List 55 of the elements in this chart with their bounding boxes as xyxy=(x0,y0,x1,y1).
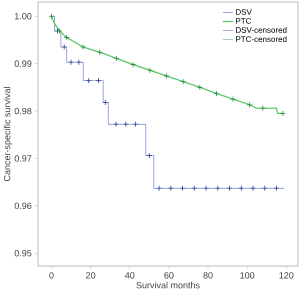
point xyxy=(214,185,221,192)
point xyxy=(168,185,174,192)
point xyxy=(164,73,170,79)
x-tick-label: 100 xyxy=(240,272,254,279)
point xyxy=(68,59,74,66)
point xyxy=(96,49,103,56)
point xyxy=(238,185,244,192)
y-tick-label: 0.95 xyxy=(14,250,32,256)
y-tick-label: 0.98 xyxy=(14,108,32,114)
x-tick-label: 80 xyxy=(203,272,213,279)
y-axis-title: Cancer-specific survival xyxy=(4,87,12,182)
point xyxy=(64,34,70,40)
legend-label: DSV xyxy=(236,9,252,15)
point xyxy=(260,105,266,112)
point xyxy=(61,44,68,50)
y-tick-label: 0.97 xyxy=(14,155,32,162)
point xyxy=(250,185,256,192)
point xyxy=(230,96,236,102)
point xyxy=(226,185,232,192)
point xyxy=(280,110,286,116)
legend-label: PTC xyxy=(236,18,252,24)
point xyxy=(147,67,153,74)
legend-label: PTC-censored xyxy=(236,36,286,42)
point xyxy=(246,102,253,108)
point xyxy=(262,185,268,192)
point xyxy=(80,44,86,50)
point xyxy=(180,78,186,85)
y-tick-label: 0.96 xyxy=(14,202,32,209)
point xyxy=(132,121,139,128)
point xyxy=(86,78,92,84)
x-axis-title: Survival months xyxy=(136,282,200,288)
point xyxy=(214,90,220,96)
point xyxy=(146,152,152,158)
point xyxy=(96,78,102,84)
point xyxy=(48,13,54,20)
point xyxy=(196,84,203,90)
point xyxy=(113,121,119,128)
x-tick-label: 0 xyxy=(49,272,54,279)
y-tick-label: 1.00 xyxy=(14,13,32,20)
x-tick-label: 120 xyxy=(279,272,294,279)
point xyxy=(130,62,136,68)
legend-label: DSV-censored xyxy=(236,26,286,33)
x-tick-label: 20 xyxy=(86,272,96,279)
point xyxy=(76,59,82,66)
point xyxy=(122,121,129,128)
x-tick-label: 40 xyxy=(124,272,134,279)
point xyxy=(274,185,280,192)
point xyxy=(180,185,186,192)
point xyxy=(102,100,108,106)
x-tick-label: 60 xyxy=(164,272,174,279)
point xyxy=(191,185,198,192)
point xyxy=(114,56,120,62)
point xyxy=(203,185,209,192)
point xyxy=(156,185,162,192)
y-tick-label: 0.99 xyxy=(14,60,32,67)
